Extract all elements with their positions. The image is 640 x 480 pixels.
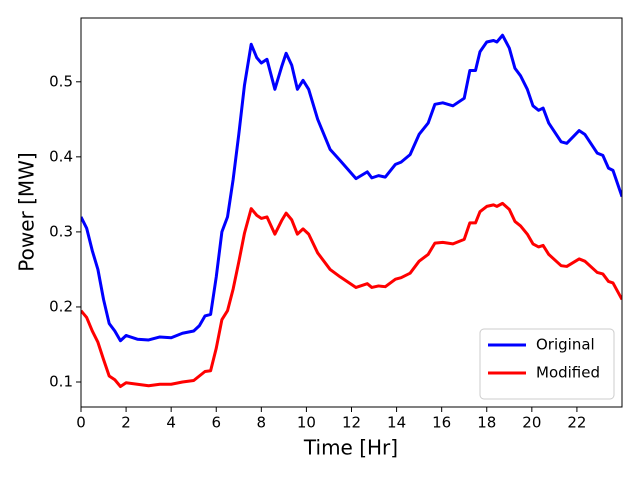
x-tick-label: 8 [257, 414, 267, 432]
x-tick-label: 10 [297, 414, 316, 432]
x-tick-label: 16 [432, 414, 451, 432]
y-tick-label: 0.4 [49, 147, 73, 165]
legend-label: Original [536, 336, 595, 354]
y-tick-label: 0.3 [49, 222, 73, 240]
x-tick-label: 12 [342, 414, 361, 432]
x-tick-label: 20 [522, 414, 541, 432]
legend-label: Modified [536, 364, 600, 382]
x-tick-label: 22 [567, 414, 586, 432]
x-tick-label: 0 [76, 414, 86, 432]
y-tick-label: 0.1 [49, 373, 73, 391]
y-tick-label: 0.2 [49, 297, 73, 315]
y-tick-label: 0.5 [49, 72, 73, 90]
x-tick-label: 18 [477, 414, 496, 432]
data-line [81, 201, 622, 389]
y-axis-label: Power [MW] [15, 152, 39, 271]
x-axis-label: Time [Hr] [303, 436, 398, 460]
x-tick-label: 2 [121, 414, 131, 432]
x-tick-label: 4 [166, 414, 176, 432]
x-tick-label: 14 [387, 414, 406, 432]
data-line [81, 33, 622, 343]
x-tick-label: 6 [211, 414, 221, 432]
plot-frame [80, 17, 623, 408]
